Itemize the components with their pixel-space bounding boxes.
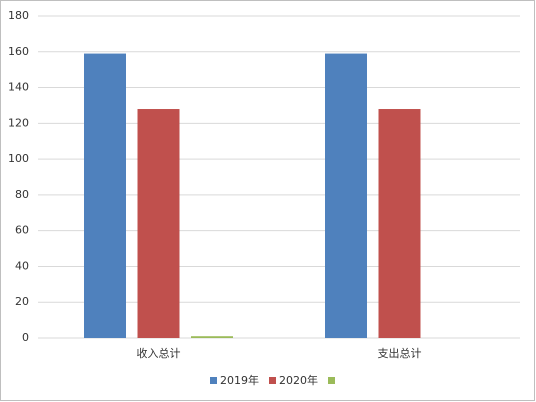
bar xyxy=(84,53,126,339)
y-tick-label: 60 xyxy=(15,224,29,237)
y-tick-label: 180 xyxy=(8,9,29,22)
legend-swatch xyxy=(210,377,217,384)
y-tick-label: 0 xyxy=(22,331,29,344)
legend-swatch xyxy=(269,377,276,384)
x-tick-label: 收入总计 xyxy=(137,346,181,360)
bar xyxy=(378,109,421,339)
bar xyxy=(325,53,367,339)
x-tick-label: 支出总计 xyxy=(378,346,422,360)
y-tick-label: 40 xyxy=(15,259,29,272)
y-tick-label: 160 xyxy=(8,45,29,58)
bar xyxy=(137,109,180,339)
bar xyxy=(191,336,233,338)
legend-label: 2019年 xyxy=(220,373,259,387)
legend-label: 2020年 xyxy=(279,373,318,387)
y-tick-label: 20 xyxy=(15,295,29,308)
legend-swatch xyxy=(328,377,335,384)
y-tick-label: 100 xyxy=(8,152,29,165)
y-tick-label: 140 xyxy=(8,81,29,94)
y-tick-label: 120 xyxy=(8,116,29,129)
y-tick-label: 80 xyxy=(15,188,29,201)
